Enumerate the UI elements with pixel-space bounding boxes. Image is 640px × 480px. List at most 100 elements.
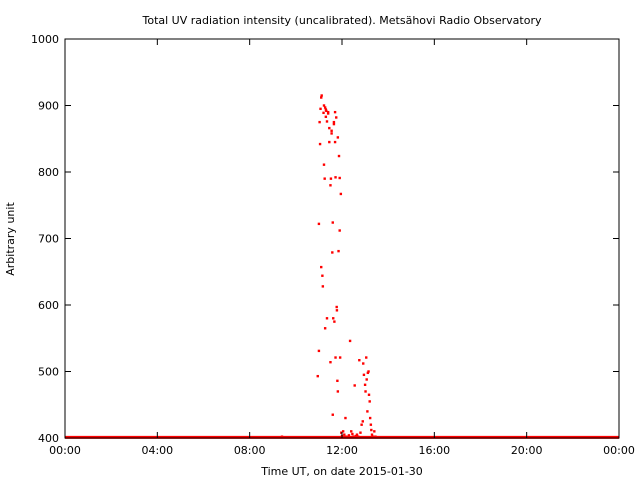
y-tick-label: 900: [38, 100, 59, 113]
data-point: [329, 184, 332, 187]
data-point: [358, 358, 361, 362]
y-tick-label: 800: [38, 166, 59, 179]
data-point: [329, 177, 333, 180]
data-point: [318, 120, 321, 124]
data-point: [316, 374, 319, 378]
x-axis-ticks: 00:00 04:00 08:00 12:00 16:00 20:00 00:00: [49, 39, 635, 457]
data-point: [331, 221, 334, 224]
data-point: [366, 371, 370, 375]
data-point: [280, 435, 284, 438]
data-point: [324, 108, 328, 111]
data-point: [352, 435, 355, 438]
data-point: [318, 142, 322, 146]
x-tick-label: 12:00: [326, 444, 358, 457]
data-point: [369, 423, 373, 426]
x-tick-label: 00:00: [49, 444, 81, 457]
chart-title: Total UV radiation intensity (uncalibrat…: [142, 14, 542, 27]
data-point: [353, 384, 356, 387]
data-point: [331, 413, 334, 416]
plot-area: [65, 94, 619, 439]
data-point: [329, 360, 332, 364]
data-point: [334, 176, 337, 179]
data-point: [317, 222, 321, 226]
data-point: [339, 192, 343, 196]
data-point: [340, 431, 343, 434]
y-tick-label: 700: [38, 233, 59, 246]
data-point: [356, 435, 360, 438]
data-point: [331, 251, 334, 254]
y-tick-label: 400: [38, 432, 59, 445]
data-point: [325, 109, 328, 113]
data-point: [335, 305, 338, 309]
data-point: [321, 274, 324, 277]
data-point: [362, 362, 365, 365]
data-point: [361, 420, 364, 423]
data-point: [336, 390, 340, 393]
data-point: [324, 115, 328, 119]
data-point: [335, 116, 338, 119]
data-point: [333, 110, 337, 114]
data-point: [322, 104, 326, 107]
data-point: [323, 327, 327, 330]
data-point: [320, 94, 323, 97]
data-point: [333, 140, 337, 144]
data-point: [323, 177, 326, 180]
data-point: [332, 317, 335, 320]
plot-frame: [64, 38, 620, 439]
y-axis-ticks: 400 500 600 700 800 900 1000: [31, 33, 619, 445]
data-point: [344, 416, 347, 420]
data-point: [371, 435, 375, 438]
data-point: [367, 370, 370, 373]
data-point: [365, 356, 368, 359]
data-point: [360, 423, 363, 426]
data-point: [320, 96, 323, 99]
data-point: [362, 373, 366, 377]
data-point: [359, 431, 362, 434]
y-tick-label: 1000: [31, 33, 59, 46]
data-point: [336, 136, 340, 139]
data-point: [325, 120, 329, 123]
y-tick-label: 500: [38, 366, 59, 379]
data-point: [366, 410, 369, 413]
x-tick-label: 20:00: [511, 444, 543, 457]
data-point: [345, 435, 348, 438]
data-point: [351, 432, 354, 436]
data-point: [370, 428, 373, 432]
data-point: [355, 433, 359, 436]
data-point: [337, 154, 341, 158]
data-point: [323, 106, 327, 109]
data-point: [335, 309, 339, 312]
data-point: [338, 356, 342, 359]
data-point: [332, 122, 336, 126]
data-point: [363, 383, 367, 386]
data-point: [338, 229, 341, 232]
data-point: [326, 112, 330, 115]
data-point: [368, 416, 372, 420]
x-tick-label: 08:00: [234, 444, 266, 457]
data-point: [325, 317, 329, 320]
data-point: [326, 110, 330, 114]
data-point: [364, 390, 367, 393]
data-point: [334, 356, 337, 359]
data-point: [337, 249, 340, 253]
data-point: [333, 320, 336, 323]
data-point: [354, 434, 358, 438]
data-point: [373, 430, 376, 433]
data-point: [330, 129, 333, 132]
data-point: [328, 140, 331, 144]
x-axis-label: Time UT, on date 2015-01-30: [260, 465, 423, 478]
data-point: [330, 132, 333, 135]
data-point: [375, 436, 378, 439]
data-point: [322, 111, 325, 115]
data-point: [350, 430, 353, 433]
data-point: [343, 433, 346, 436]
data-point: [317, 349, 321, 353]
data-point: [365, 378, 368, 381]
x-tick-label: 04:00: [141, 444, 173, 457]
data-point: [322, 163, 326, 166]
data-point: [338, 176, 341, 180]
data-point: [319, 107, 322, 111]
data-point: [370, 433, 374, 436]
y-axis-label: Arbitrary unit: [4, 202, 17, 276]
y-tick-label: 600: [38, 299, 59, 312]
